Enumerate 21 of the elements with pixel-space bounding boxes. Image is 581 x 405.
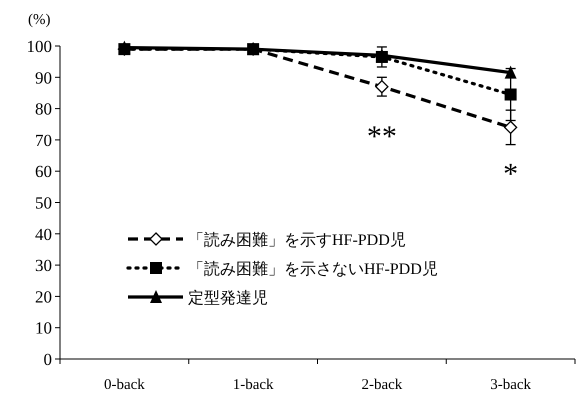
y-tick-label: 90	[35, 68, 52, 88]
y-tick-label: 100	[26, 37, 52, 56]
y-tick-label: 0	[44, 350, 52, 369]
y-tick-label: 60	[35, 162, 52, 182]
y-axis-title: (%)	[28, 12, 50, 28]
y-tick-label: 30	[35, 256, 52, 276]
y-tick-label: 10	[35, 318, 52, 338]
annotation: **	[366, 120, 397, 154]
legend-label: 「読み困難」を示すHF-PDD児	[188, 231, 406, 249]
x-tick-label: 0-back	[104, 377, 146, 393]
y-tick-label: 70	[35, 130, 52, 150]
y-tick-label: 20	[35, 287, 52, 306]
x-tick-label: 2-back	[361, 377, 403, 393]
legend-label: 「読み困難」を示さないHF-PDD児	[188, 260, 438, 278]
x-tick-label: 1-back	[232, 377, 274, 393]
annotation: *	[503, 158, 518, 191]
x-tick-label: 3-back	[490, 377, 532, 393]
y-tick-label: 80	[35, 100, 52, 119]
legend-label: 定型発達児	[188, 289, 268, 307]
y-tick-label: 50	[35, 194, 52, 212]
y-tick-label: 40	[35, 224, 52, 244]
